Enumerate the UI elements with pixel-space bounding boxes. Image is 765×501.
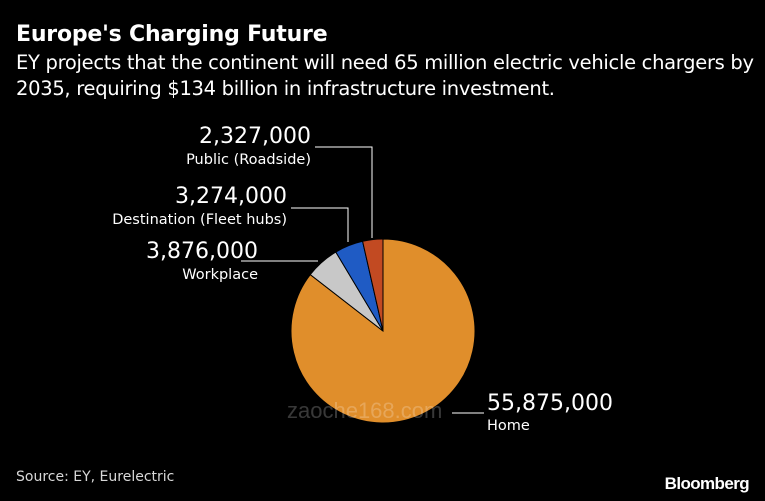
home-value: 55,875,000 [487,391,613,416]
leader-public [315,146,373,238]
workplace-value: 3,876,000 [146,239,258,264]
destination-value: 3,274,000 [175,184,287,209]
chart-subtitle: EY projects that the continent will need… [16,51,754,100]
public-value: 2,327,000 [199,124,311,149]
home-label: Home [487,418,530,434]
leader-destination [291,207,349,242]
workplace-label: Workplace [182,267,258,283]
source-note: Source: EY, Eurelectric [16,469,175,485]
destination-label: Destination (Fleet hubs) [112,212,287,228]
public-label: Public (Roadside) [186,152,311,168]
bloomberg-logo: Bloomberg [664,474,750,493]
chart-title: Europe's Charging Future [16,22,328,47]
pie-slice-public [361,238,384,332]
watermark: zaoche168.com [287,398,443,423]
